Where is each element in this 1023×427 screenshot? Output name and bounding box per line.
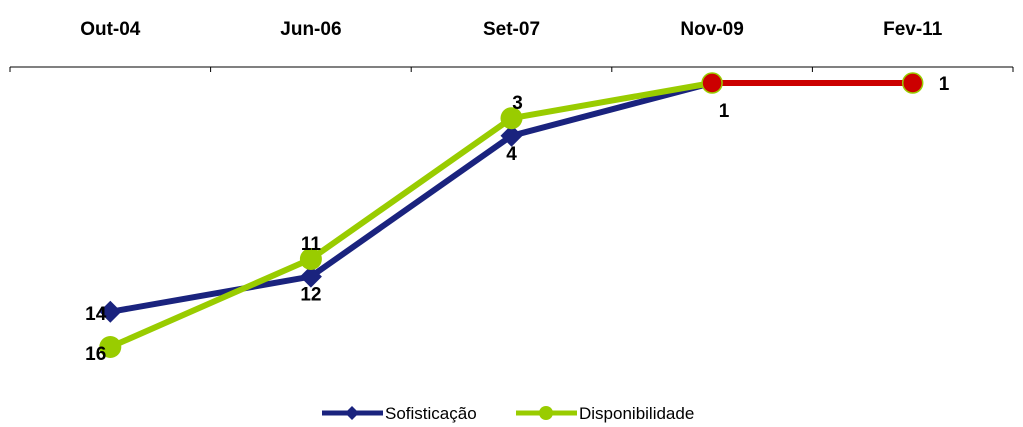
marker-disponibilidade-set-07	[500, 107, 523, 130]
marker-sofisticacao-set-07	[500, 124, 523, 147]
label-sofisticacao-jun-06: 12	[300, 285, 321, 306]
label-disponibilidade-set-07: 3	[512, 93, 523, 114]
series-line-sofisticacao	[109, 80, 713, 315]
label-sofisticacao-out-04: 14	[85, 304, 107, 325]
category-labels: Out-04 Jun-06 Set-07 Nov-09 Fev-11	[80, 19, 943, 40]
highlight-marker-nov-09	[701, 72, 723, 94]
category-label-fev-11: Fev-11	[883, 19, 943, 40]
legend-item-disponibilidade: Disponibilidade	[516, 404, 694, 423]
legend: Sofisticação Disponibilidade	[322, 404, 694, 423]
legend-marker-sofisticacao	[345, 406, 359, 420]
legend-label-disponibilidade: Disponibilidade	[579, 404, 694, 423]
marker-disponibilidade-jun-06	[299, 248, 322, 270]
label-sofisticacao-set-07: 4	[506, 144, 517, 165]
axis-ticks	[9, 67, 1014, 72]
category-label-jun-06: Jun-06	[280, 19, 341, 40]
label-disponibilidade-jun-06: 11	[301, 234, 322, 255]
category-label-out-04: Out-04	[80, 19, 141, 40]
series-line-disponibilidade	[109, 80, 713, 350]
category-label-set-07: Set-07	[483, 19, 540, 40]
series-markers	[99, 72, 924, 358]
label-sofisticacao-nov-09: 1	[719, 101, 730, 122]
category-label-nov-09: Nov-09	[680, 19, 743, 40]
data-labels: 14 12 4 1 16 11 3 1	[85, 74, 950, 365]
legend-item-sofisticacao: Sofisticação	[322, 404, 477, 423]
label-disponibilidade-out-04: 16	[85, 344, 106, 365]
marker-sofisticacao-jun-06	[299, 265, 322, 288]
marker-disponibilidade-out-04	[99, 336, 122, 358]
highlight-marker-fev-11	[901, 72, 924, 94]
marker-sofisticacao-out-04	[99, 300, 122, 323]
legend-marker-disponibilidade	[539, 406, 553, 420]
series-lines	[109, 80, 913, 350]
legend-label-sofisticacao: Sofisticação	[385, 404, 477, 423]
label-disponibilidade-fev-11: 1	[939, 74, 950, 95]
